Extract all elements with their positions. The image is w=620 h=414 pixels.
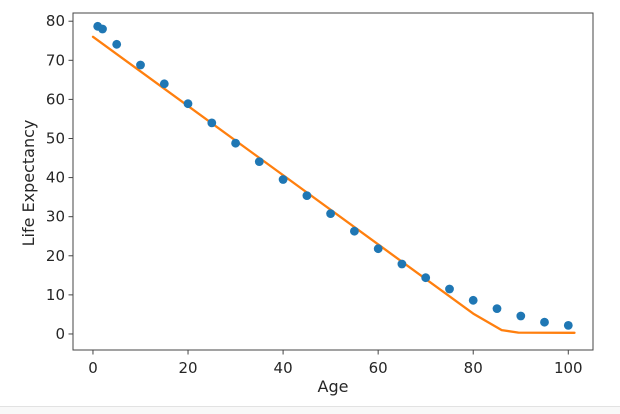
y-tick-label: 0 <box>55 325 65 343</box>
scatter-point <box>373 244 383 254</box>
scatter-point <box>302 191 312 201</box>
y-tick-label: 80 <box>46 12 65 30</box>
y-tick-label: 30 <box>46 208 65 226</box>
plot-area-border <box>72 12 594 351</box>
window-bottom-edge <box>0 406 620 414</box>
scatter-point <box>492 304 502 313</box>
y-tick-label: 40 <box>46 169 65 187</box>
y-tick-label: 70 <box>46 51 65 69</box>
scatter-point <box>159 79 169 89</box>
scatter-point <box>207 118 217 128</box>
x-tick-label: 0 <box>88 359 98 377</box>
x-tick-label: 80 <box>464 359 483 377</box>
fitted-model-line <box>91 35 576 334</box>
scatter-point <box>397 259 407 269</box>
scatter-point <box>112 39 122 49</box>
scatter-point <box>445 284 454 294</box>
y-tick-label: 60 <box>46 90 65 108</box>
y-tick-label: 20 <box>46 247 65 265</box>
y-axis-label: Life Expectancy <box>19 120 38 247</box>
scatter-point <box>231 138 241 148</box>
scatter-point <box>98 24 107 34</box>
y-tick-label: 10 <box>46 286 65 304</box>
scatter-point <box>278 175 288 184</box>
x-tick-label: 100 <box>554 359 583 377</box>
scatter-point <box>468 295 478 305</box>
scatter-point <box>326 209 335 219</box>
x-axis-ticks: 0 20 40 60 80 100 <box>88 350 583 377</box>
scatter-point <box>183 99 193 109</box>
scatter-point <box>516 311 526 321</box>
x-tick-label: 20 <box>178 359 197 377</box>
x-axis-label: Age <box>318 377 349 396</box>
scatter-point <box>350 226 359 236</box>
y-axis-ticks: 0 10 20 30 40 50 60 70 80 <box>46 12 73 343</box>
x-tick-label: 60 <box>369 359 388 377</box>
x-tick-label: 40 <box>274 359 293 377</box>
scatter-point <box>563 321 573 330</box>
y-tick-label: 50 <box>46 129 65 147</box>
scatter-point <box>421 273 431 283</box>
scatter-point <box>136 60 145 70</box>
scatter-point <box>540 317 549 327</box>
plot-series <box>91 21 576 334</box>
scatter-point <box>254 157 264 167</box>
